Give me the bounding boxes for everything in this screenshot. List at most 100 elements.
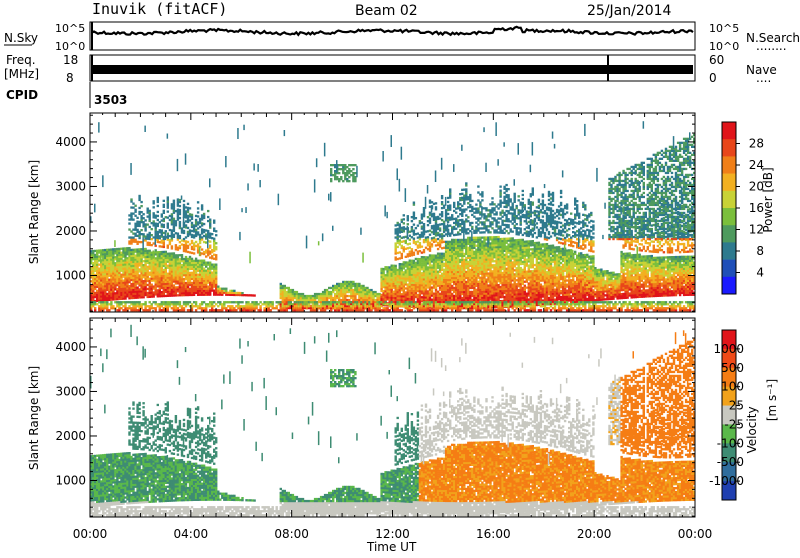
heatmap-cell — [106, 305, 108, 307]
heatmap-cell — [142, 233, 144, 235]
heatmap-cell — [140, 229, 142, 231]
heatmap-cell — [118, 288, 120, 290]
heatmap-cell — [136, 229, 138, 231]
heatmap-cell — [142, 213, 144, 215]
heatmap-cell — [118, 284, 120, 286]
heatmap-cell — [96, 260, 98, 262]
heatmap-cell — [155, 225, 157, 227]
heatmap-cell — [106, 293, 108, 295]
heatmap-cell — [155, 215, 157, 217]
heatmap-cell — [155, 279, 157, 281]
heatmap-cell — [130, 200, 132, 202]
heatmap-cell — [118, 286, 120, 288]
heatmap-cell — [155, 287, 157, 289]
heatmap-cell — [132, 287, 134, 289]
heatmap-cell — [96, 266, 98, 268]
heatmap-cell — [118, 262, 120, 264]
nsky-right-tick-top: 10^5 — [709, 22, 739, 35]
heatmap-cell — [155, 249, 157, 251]
heatmap-cell — [161, 215, 163, 217]
heatmap-cell — [94, 204, 96, 213]
heatmap-cell — [102, 175, 104, 187]
heatmap-cell — [96, 294, 98, 296]
heatmap-cell — [144, 264, 146, 266]
heatmap-cell — [149, 216, 151, 218]
heatmap-cell — [138, 237, 140, 239]
heatmap-cell — [144, 229, 146, 231]
heatmap-cell — [149, 214, 151, 216]
heatmap-cell — [132, 261, 134, 263]
heatmap-cell — [132, 293, 134, 295]
heatmap-cell — [155, 232, 157, 245]
heatmap-cell — [161, 305, 163, 307]
heatmap-cell — [132, 277, 134, 279]
heatmap-cell — [96, 258, 98, 260]
heatmap-cell — [147, 224, 149, 226]
heatmap-cell — [118, 276, 120, 278]
heatmap-cell — [96, 264, 98, 266]
heatmap-cell — [132, 237, 134, 239]
heatmap-cell — [155, 271, 157, 273]
heatmap-cell — [96, 282, 98, 284]
heatmap-cell — [149, 301, 151, 303]
heatmap-cell — [138, 225, 140, 227]
heatmap-cell — [118, 270, 120, 272]
heatmap-cell — [144, 239, 146, 241]
heatmap-cell — [106, 261, 108, 263]
heatmap-cell — [94, 307, 96, 309]
heatmap-cell — [132, 301, 134, 303]
heatmap-cell — [144, 309, 146, 311]
heatmap-cell — [144, 219, 146, 221]
heatmap-cell — [138, 195, 140, 197]
heatmap-cell — [140, 205, 142, 207]
heatmap-cell — [96, 280, 98, 282]
heatmap-cell — [155, 277, 157, 279]
heatmap-cell — [106, 307, 108, 309]
heatmap-cell — [132, 279, 134, 281]
heatmap-cell — [106, 295, 108, 297]
heatmap-cell — [155, 291, 157, 293]
heatmap-cell — [118, 268, 120, 270]
heatmap-cell — [132, 257, 134, 259]
heatmap-cell — [138, 197, 140, 199]
heatmap-cell — [132, 281, 134, 283]
heatmap-cell — [157, 215, 159, 217]
heatmap-cell — [153, 251, 155, 259]
heatmap-cell — [134, 211, 136, 213]
nsky-strip: N.Sky 10^5 10^0 10^5 10^0 N.Search .....… — [4, 22, 800, 53]
heatmap-cell — [144, 303, 146, 305]
heatmap-cell — [106, 301, 108, 303]
heatmap-cell — [155, 267, 157, 269]
heatmap-cell — [96, 250, 98, 252]
heatmap-cell — [118, 260, 120, 262]
heatmap-cell — [155, 275, 157, 277]
heatmap-cell — [108, 309, 110, 311]
heatmap-cell — [110, 303, 112, 305]
freq-trace — [92, 65, 693, 74]
heatmap-cell — [96, 286, 98, 288]
heatmap-cell — [96, 298, 98, 300]
heatmap-cell — [106, 259, 108, 261]
heatmap-cell — [120, 303, 122, 305]
heatmap-cell — [106, 265, 108, 267]
heatmap-cell — [132, 241, 134, 243]
heatmap-cell — [118, 274, 120, 276]
heatmap-cell — [155, 283, 157, 285]
heatmap-cell — [132, 271, 134, 273]
heatmap-cell — [155, 217, 157, 219]
heatmap-cell — [144, 254, 146, 256]
nsearch-key: ........ — [756, 39, 787, 53]
heatmap-cell — [106, 271, 108, 273]
date-title: 25/Jan/2014 — [587, 3, 672, 19]
heatmap-cell — [132, 207, 134, 209]
heatmap-cell — [132, 289, 134, 291]
station-title: Inuvik (fitACF) — [92, 0, 227, 18]
heatmap-cell — [132, 273, 134, 275]
heatmap-cell — [106, 269, 108, 271]
heatmap-cell — [118, 264, 120, 266]
power-data — [90, 121, 695, 311]
heatmap-cell — [144, 223, 146, 225]
heatmap-cell — [118, 303, 120, 305]
heatmap-cell — [144, 307, 146, 309]
heatmap-cell — [136, 217, 138, 219]
